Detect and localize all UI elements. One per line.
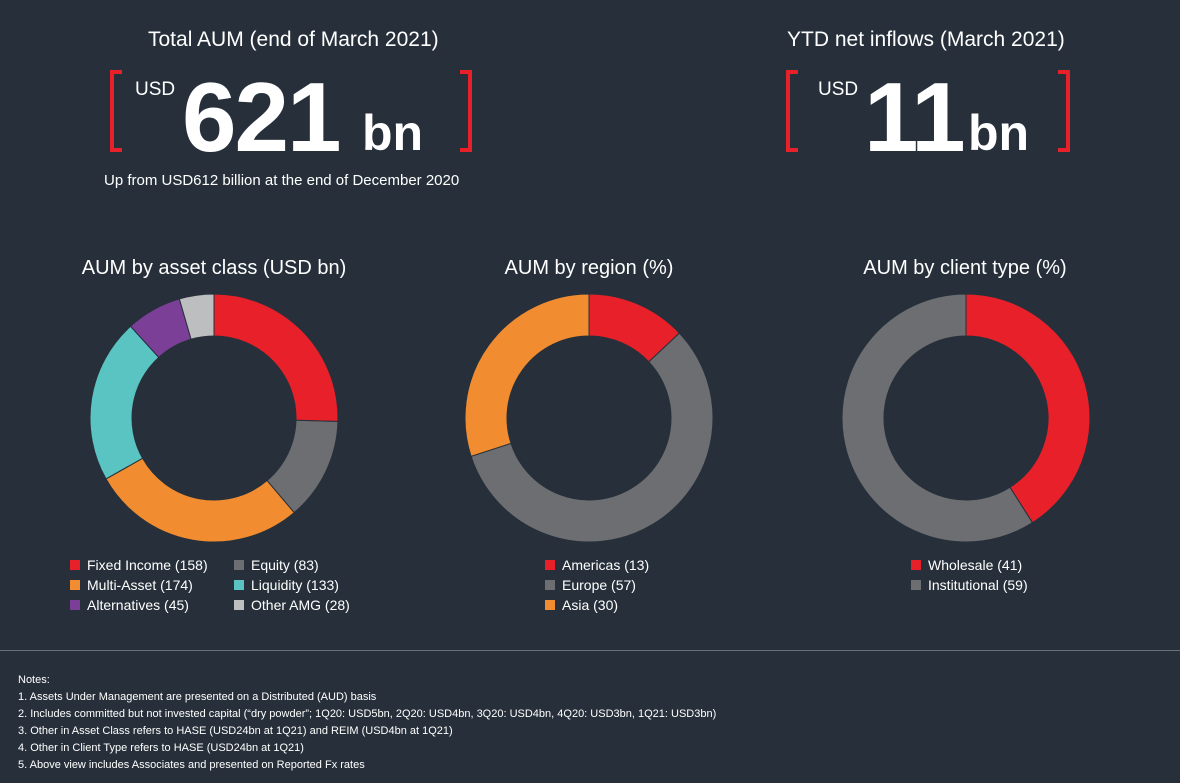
total-aum-unit: bn [362, 105, 424, 161]
legend-item-americas: Americas (13) [545, 557, 649, 573]
legend-swatch [234, 600, 244, 610]
legend-item-asia: Asia (30) [545, 597, 618, 613]
asset-class-legend: Fixed Income (158) Equity (83) Multi-Asset… [70, 557, 390, 617]
note-item: 5. Above view includes Associates and pr… [18, 759, 365, 771]
legend-item-wholesale: Wholesale (41) [911, 557, 1022, 573]
notes-heading: Notes: [18, 674, 50, 686]
legend-swatch [545, 600, 555, 610]
legend-label: Asia (30) [562, 597, 619, 613]
legend-label: Americas (13) [562, 557, 650, 573]
legend-label: Multi-Asset (174) [87, 577, 193, 593]
donut-slice-wholesale [965, 293, 1091, 524]
donut-slice-fixed-income [213, 293, 339, 422]
note-item: 2. Includes committed but not invested c… [18, 708, 717, 720]
legend-label: Fixed Income (158) [87, 557, 208, 573]
total-aum-subtitle: Up from USD612 billion at the end of Dec… [104, 172, 460, 189]
asset-class-chart-title: AUM by asset class (USD bn) [81, 257, 347, 279]
region-donut-chart [464, 293, 714, 543]
legend-label: Equity (83) [251, 557, 319, 573]
legend-item-liquidity: Liquidity (133) [234, 577, 339, 593]
note-item: 4. Other in Client Type refers to HASE (… [18, 742, 304, 754]
legend-label: Other AMG (28) [251, 597, 350, 613]
net-inflows-title: YTD net inflows (March 2021) [787, 28, 1065, 51]
total-aum-value: 621 [182, 62, 342, 172]
legend-label: Wholesale (41) [928, 557, 1023, 573]
legend-item-fixed-income: Fixed Income (158) [70, 557, 208, 573]
right-bracket-decoration [1058, 70, 1070, 152]
note-item: 3. Other in Asset Class refers to HASE (… [18, 725, 453, 737]
donut-slice-liquidity [89, 325, 160, 480]
right-bracket-decoration [460, 70, 472, 152]
legend-label: Institutional (59) [928, 577, 1028, 593]
legend-swatch [234, 580, 244, 590]
legend-item-multi-asset: Multi-Asset (174) [70, 577, 193, 593]
legend-item-europe: Europe (57) [545, 577, 636, 593]
legend-label: Liquidity (133) [251, 577, 339, 593]
net-inflows-unit: bn [968, 105, 1030, 161]
region-chart-title: AUM by region (%) [504, 257, 674, 279]
legend-item-institutional: Institutional (59) [911, 577, 1028, 593]
legend-item-equity: Equity (83) [234, 557, 319, 573]
legend-swatch [70, 600, 80, 610]
legend-swatch [911, 580, 921, 590]
net-inflows-value: 11 [864, 62, 966, 172]
donut-slice-multi-asset [105, 457, 295, 543]
legend-swatch [545, 560, 555, 570]
notes-divider [0, 650, 1180, 651]
region-legend: Americas (13) Europe (57) Asia (30) [545, 557, 745, 617]
donut-slice-institutional [841, 293, 1034, 543]
donut-slice-asia [464, 293, 590, 457]
donut-slice-europe [470, 332, 714, 543]
notes-section: Notes: 1. Assets Under Management are pr… [18, 672, 716, 774]
legend-swatch [545, 580, 555, 590]
client-type-donut-chart [841, 293, 1091, 543]
legend-item-alternatives: Alternatives (45) [70, 597, 189, 613]
legend-swatch [70, 580, 80, 590]
client-type-chart-title: AUM by client type (%) [863, 257, 1067, 279]
note-item: 1. Assets Under Management are presented… [18, 691, 377, 703]
legend-label: Europe (57) [562, 577, 636, 593]
total-aum-currency: USD [135, 79, 176, 100]
legend-item-other-amg: Other AMG (28) [234, 597, 350, 613]
donut-slice-other-amg [178, 293, 215, 340]
left-bracket-decoration [110, 70, 122, 152]
legend-swatch [911, 560, 921, 570]
net-inflows-currency: USD [818, 79, 859, 100]
legend-swatch [70, 560, 80, 570]
client-type-legend: Wholesale (41) Institutional (59) [911, 557, 1111, 597]
left-bracket-decoration [786, 70, 798, 152]
legend-swatch [234, 560, 244, 570]
legend-label: Alternatives (45) [87, 597, 189, 613]
total-aum-title: Total AUM (end of March 2021) [148, 28, 439, 51]
asset-class-donut-chart [89, 293, 339, 543]
